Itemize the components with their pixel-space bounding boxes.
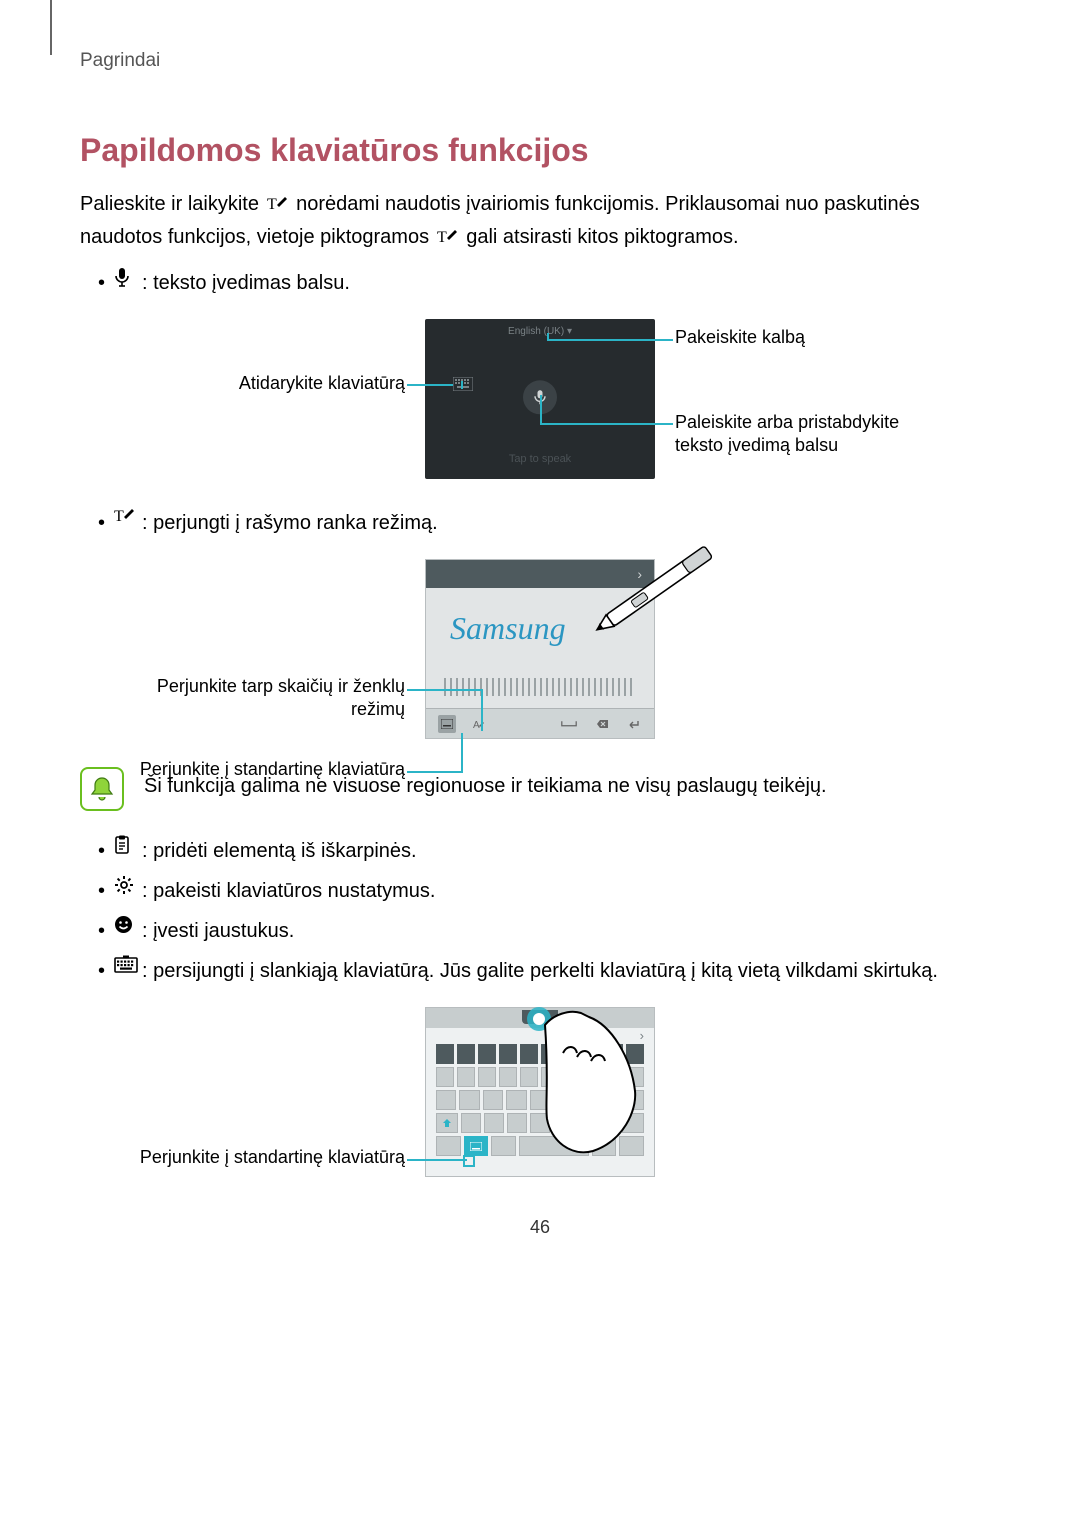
callout-ns-l1: Perjunkite tarp skaičių ir ženklų <box>157 676 405 696</box>
voice-keyboard-icon <box>453 377 473 396</box>
callout-box <box>463 1155 475 1167</box>
smiley-icon <box>114 915 142 934</box>
side-rule <box>50 0 52 55</box>
callout-tick <box>461 381 463 389</box>
bullet-settings-text: : pakeisti klaviatūros nustatymus. <box>142 875 1000 907</box>
bullet-marker: • <box>98 267 114 299</box>
callout-standard-kb: Perjunkite į standartinę klaviatūrą <box>140 759 405 780</box>
bullet-handwriting-text: : perjungti į rašymo ranka režimą. <box>142 507 1000 539</box>
callout-ns-l2: režimų <box>351 699 405 719</box>
figure-floating: › <box>80 1007 1000 1177</box>
hw-ruler <box>444 678 636 696</box>
callout-open-keyboard: Atidarykite klaviatūrą <box>239 373 405 394</box>
bullet-handwriting: • T : perjungti į rašymo ranka režimą. <box>98 507 1000 539</box>
callout-line <box>540 423 673 425</box>
callout-tick <box>540 395 542 425</box>
svg-text:T: T <box>437 229 447 246</box>
bullet-emoji: • : įvesti jaustukus. <box>98 915 1000 947</box>
svg-text:T: T <box>114 508 124 525</box>
t-pen-icon: T <box>437 225 459 255</box>
gear-icon <box>114 875 142 895</box>
stylus-icon <box>575 539 735 654</box>
callout-standard-kb-2: Perjunkite į standartinę klaviatūrą <box>140 1147 405 1168</box>
bullet-marker: • <box>98 835 114 867</box>
voice-lang-label: English (UK) ▾ <box>425 326 655 337</box>
bullet-settings: • : pakeisti klaviatūros nustatymus. <box>98 875 1000 907</box>
callout-start-pause-l2: teksto įvedimą balsu <box>675 435 838 455</box>
bullet-voice: • : teksto įvedimas balsu. <box>98 267 1000 299</box>
bullet-marker: • <box>98 955 114 987</box>
callout-change-lang: Pakeiskite kalbą <box>675 327 805 348</box>
page-number: 46 <box>80 1217 1000 1238</box>
handwriting-sample: Samsung <box>450 610 566 647</box>
callout-start-pause: Paleiskite arba pristabdykite teksto įve… <box>675 411 935 458</box>
clipboard-icon <box>114 835 142 855</box>
callout-line <box>481 689 483 731</box>
callout-numbers-symbols: Perjunkite tarp skaičių ir ženklų režimų <box>125 675 405 722</box>
bullet-floating: • : persijungti į slankiąją klaviatūrą. … <box>98 955 1000 987</box>
t-pen-icon: T <box>114 507 142 525</box>
mic-icon <box>114 267 142 287</box>
callout-line <box>407 771 463 773</box>
hw-space-icon <box>560 715 578 733</box>
floating-keyboard-icon <box>114 955 142 973</box>
svg-text:T: T <box>267 196 277 213</box>
hw-pen-icon: A <box>470 715 488 733</box>
breadcrumb: Pagrindai <box>80 50 1000 72</box>
callout-line <box>407 689 483 691</box>
bullet-clipboard-text: : pridėti elementą iš iškarpinės. <box>142 835 1000 867</box>
intro-text-3: gali atsirasti kitos piktogramos. <box>466 226 738 248</box>
t-pen-icon: T <box>267 192 289 222</box>
hw-keyboard-icon <box>438 715 456 733</box>
bullet-voice-text: : teksto įvedimas balsu. <box>142 267 1000 299</box>
bullet-marker: • <box>98 875 114 907</box>
intro-paragraph: Palieskite ir laikykite T norėdami naudo… <box>80 189 1000 255</box>
hw-backspace-icon <box>592 715 610 733</box>
shift-key-icon <box>436 1113 458 1133</box>
callout-tick <box>547 333 549 341</box>
intro-text-1: Palieskite ir laikykite <box>80 193 265 215</box>
bullet-marker: • <box>98 507 114 539</box>
bell-icon <box>80 767 124 811</box>
bullet-marker: • <box>98 915 114 947</box>
callout-line <box>407 1159 467 1161</box>
page-title: Papildomos klaviatūros funkcijos <box>80 132 1000 169</box>
callout-start-pause-l1: Paleiskite arba pristabdykite <box>675 412 899 432</box>
callout-line <box>547 339 673 341</box>
fk-keyboard-switch <box>464 1136 489 1156</box>
hw-enter-icon <box>624 715 642 733</box>
hand-pointer-icon <box>523 1001 653 1166</box>
voice-tap-label: Tap to speak <box>425 453 655 465</box>
figure-voice: English (UK) ▾ Tap to speak <box>80 319 1000 479</box>
svg-text:A: A <box>473 720 480 730</box>
callout-line <box>461 733 463 773</box>
bullet-floating-text: : persijungti į slankiąją klaviatūrą. Jū… <box>142 955 1000 987</box>
callout-line <box>407 384 453 386</box>
bullet-emoji-text: : įvesti jaustukus. <box>142 915 1000 947</box>
bullet-clipboard: • : pridėti elementą iš iškarpinės. <box>98 835 1000 867</box>
figure-handwriting: › Samsung A <box>80 559 1000 739</box>
